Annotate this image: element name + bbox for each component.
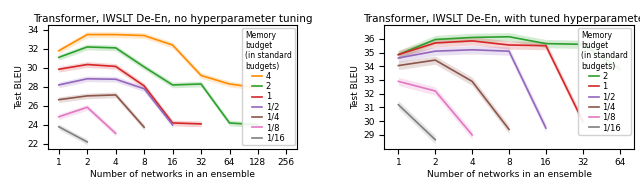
1/16 [394, 103, 402, 106]
1 [55, 68, 63, 70]
Line: 1/16: 1/16 [59, 127, 87, 142]
1/2 [505, 50, 513, 52]
1/8 [394, 80, 402, 83]
Title: Transformer, IWSLT De-En, with tuned hyperparameters: Transformer, IWSLT De-En, with tuned hyp… [364, 14, 640, 24]
1/8 [468, 134, 476, 136]
Title: Transformer, IWSLT De-En, no hyperparameter tuning: Transformer, IWSLT De-En, no hyperparame… [33, 14, 312, 24]
1 [83, 63, 91, 66]
Y-axis label: Test BLEU: Test BLEU [351, 65, 360, 109]
2 [394, 53, 402, 56]
4 [169, 44, 177, 46]
Legend: 4, 2, 1, 1/2, 1/4, 1/8, 1/16: 4, 2, 1, 1/2, 1/4, 1/8, 1/16 [242, 28, 294, 145]
2 [579, 43, 587, 46]
1 [542, 45, 550, 47]
4 [197, 74, 205, 77]
1/2 [112, 78, 120, 80]
1/2 [542, 127, 550, 129]
1 [468, 40, 476, 42]
2 [112, 47, 120, 49]
Line: 4: 4 [59, 35, 258, 88]
1/2 [83, 78, 91, 80]
4 [55, 50, 63, 52]
2 [55, 56, 63, 58]
1/2 [55, 84, 63, 86]
1/16 [55, 126, 63, 128]
1/8 [55, 116, 63, 118]
2 [83, 46, 91, 48]
1/2 [431, 50, 439, 52]
Line: 1/8: 1/8 [398, 81, 472, 135]
2 [197, 83, 205, 85]
Line: 1: 1 [59, 64, 201, 124]
1/4 [112, 94, 120, 96]
1/8 [112, 132, 120, 135]
4 [140, 34, 148, 37]
1 [140, 85, 148, 87]
1 [579, 120, 587, 122]
1/8 [83, 106, 91, 108]
Line: 1/8: 1/8 [59, 107, 116, 133]
1 [197, 123, 205, 125]
Line: 1/2: 1/2 [59, 79, 173, 125]
2 [169, 84, 177, 86]
1 [394, 53, 402, 56]
Line: 2: 2 [59, 47, 258, 125]
1/4 [505, 128, 513, 130]
Legend: 2, 1, 1/2, 1/4, 1/8, 1/16: 2, 1, 1/2, 1/4, 1/8, 1/16 [579, 28, 631, 135]
1/16 [83, 141, 91, 143]
1/16 [431, 139, 439, 141]
4 [226, 83, 234, 85]
2 [226, 122, 234, 124]
2 [431, 38, 439, 41]
1/2 [468, 49, 476, 51]
2 [505, 36, 513, 38]
1/4 [431, 59, 439, 61]
1 [505, 44, 513, 46]
1/4 [394, 64, 402, 67]
Y-axis label: Test BLEU: Test BLEU [15, 65, 24, 109]
1 [431, 42, 439, 44]
1 [169, 122, 177, 124]
2 [140, 66, 148, 68]
X-axis label: Number of networks in an ensemble: Number of networks in an ensemble [426, 170, 591, 179]
4 [254, 87, 262, 89]
1/2 [140, 88, 148, 90]
1/4 [140, 126, 148, 128]
Line: 1: 1 [398, 41, 583, 121]
Line: 1/4: 1/4 [398, 60, 509, 129]
4 [112, 33, 120, 36]
1/8 [431, 90, 439, 92]
2 [616, 68, 623, 70]
X-axis label: Number of networks in an ensemble: Number of networks in an ensemble [90, 170, 255, 179]
Line: 1/4: 1/4 [59, 95, 144, 127]
Line: 2: 2 [398, 37, 620, 69]
Line: 1/16: 1/16 [398, 105, 435, 140]
1 [112, 65, 120, 68]
1/4 [83, 95, 91, 97]
2 [254, 124, 262, 126]
2 [468, 36, 476, 39]
2 [542, 42, 550, 45]
1/4 [55, 98, 63, 101]
Line: 1/2: 1/2 [398, 50, 546, 128]
1/4 [468, 80, 476, 83]
4 [83, 33, 91, 36]
1/2 [394, 57, 402, 59]
1/2 [169, 124, 177, 126]
